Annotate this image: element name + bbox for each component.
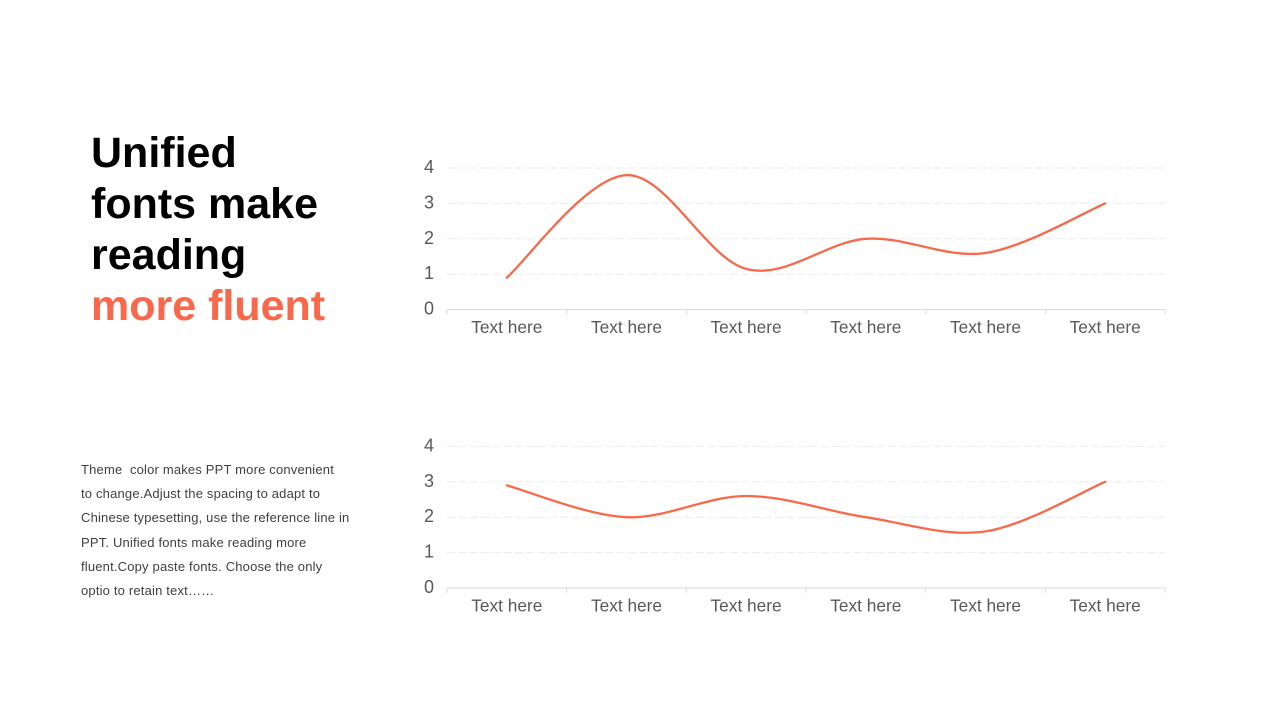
svg-text:Text here: Text here: [471, 317, 542, 337]
svg-text:3: 3: [424, 471, 434, 491]
svg-text:1: 1: [424, 263, 434, 283]
svg-text:Text here: Text here: [711, 317, 782, 337]
svg-text:0: 0: [424, 577, 434, 597]
svg-text:1: 1: [424, 542, 434, 562]
svg-text:Text here: Text here: [950, 595, 1021, 615]
svg-text:Text here: Text here: [471, 595, 542, 615]
svg-text:3: 3: [424, 192, 434, 212]
svg-text:Text here: Text here: [711, 595, 782, 615]
svg-text:Text here: Text here: [950, 317, 1021, 337]
svg-text:Text here: Text here: [591, 317, 662, 337]
svg-text:2: 2: [424, 228, 434, 248]
svg-text:Text here: Text here: [591, 595, 662, 615]
svg-text:0: 0: [424, 299, 434, 319]
svg-text:Text here: Text here: [1070, 317, 1141, 337]
svg-text:Text here: Text here: [830, 317, 901, 337]
svg-text:Text here: Text here: [1070, 595, 1141, 615]
svg-text:2: 2: [424, 506, 434, 526]
svg-text:4: 4: [424, 435, 434, 455]
svg-text:Text here: Text here: [830, 595, 901, 615]
svg-text:4: 4: [424, 157, 434, 177]
